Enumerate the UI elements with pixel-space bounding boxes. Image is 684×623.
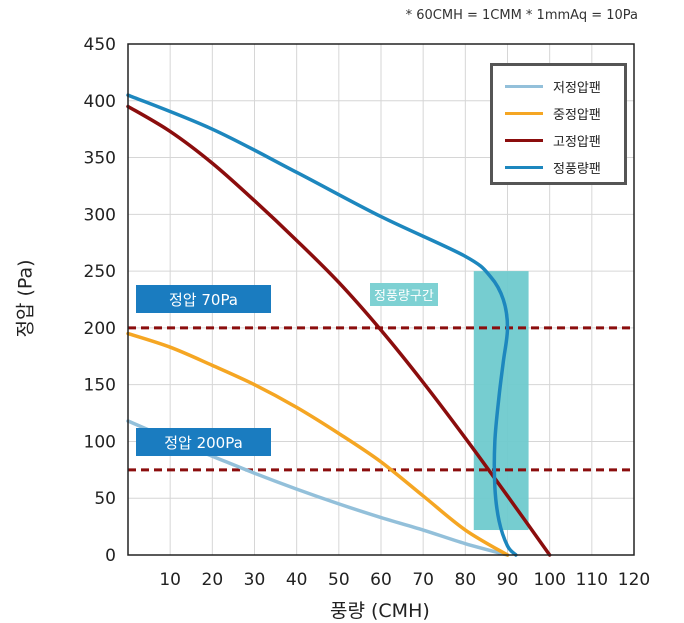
series-line [126, 331, 510, 557]
y-tick-label: 350 [84, 149, 116, 169]
x-tick-label: 90 [497, 570, 519, 590]
constant-flow-zone [473, 271, 529, 531]
x-tick-label: 60 [370, 570, 392, 590]
series-line [126, 104, 552, 557]
x-tick-label: 120 [618, 570, 650, 590]
plot-frame [127, 43, 635, 556]
x-tick-label: 20 [202, 570, 224, 590]
legend-label: 저정압팬 [553, 81, 601, 96]
x-tick-label: 50 [328, 570, 350, 590]
x-tick-label: 100 [533, 570, 565, 590]
legend-swatch [505, 166, 543, 169]
legend-item: 중정압팬 [505, 101, 624, 126]
y-tick-label: 50 [94, 489, 116, 509]
y-tick-label: 250 [84, 262, 116, 282]
legend-label: 중정압팬 [553, 108, 601, 123]
x-axis-title: 풍량 (CMH) [330, 600, 430, 622]
legend-label: 고정압팬 [553, 135, 601, 150]
y-tick-label: 200 [84, 319, 116, 339]
y-tick-label: 450 [84, 35, 116, 55]
series-line [126, 93, 518, 557]
y-tick-label: 0 [105, 546, 116, 566]
y-tick-label: 100 [84, 432, 116, 452]
x-tick-label: 110 [576, 570, 608, 590]
x-tick-label: 30 [244, 570, 266, 590]
y-tick-label: 300 [84, 205, 116, 225]
unit-note: * 60CMH = 1CMM * 1mmAq = 10Pa [405, 8, 638, 23]
legend-item: 정풍량팬 [505, 155, 624, 180]
legend: 저정압팬 중정압팬 고정압팬 정풍량팬 [490, 63, 627, 185]
y-axis-title: 정압 (Pa) [14, 259, 37, 338]
annotation-200pa: 정압 200Pa [136, 428, 271, 456]
legend-item: 저정압팬 [505, 74, 624, 99]
legend-swatch [505, 139, 543, 142]
legend-swatch [505, 85, 543, 88]
y-tick-label: 150 [84, 376, 116, 396]
x-tick-label: 70 [412, 570, 434, 590]
legend-swatch [505, 112, 543, 115]
x-tick-label: 10 [159, 570, 181, 590]
x-tick-label: 80 [455, 570, 477, 590]
x-tick-label: 40 [286, 570, 308, 590]
legend-item: 고정압팬 [505, 128, 624, 153]
legend-label: 정풍량팬 [553, 162, 601, 177]
zone-label: 정풍량구간 [370, 283, 438, 306]
y-tick-label: 400 [84, 92, 116, 112]
annotation-70pa: 정압 70Pa [136, 285, 271, 313]
